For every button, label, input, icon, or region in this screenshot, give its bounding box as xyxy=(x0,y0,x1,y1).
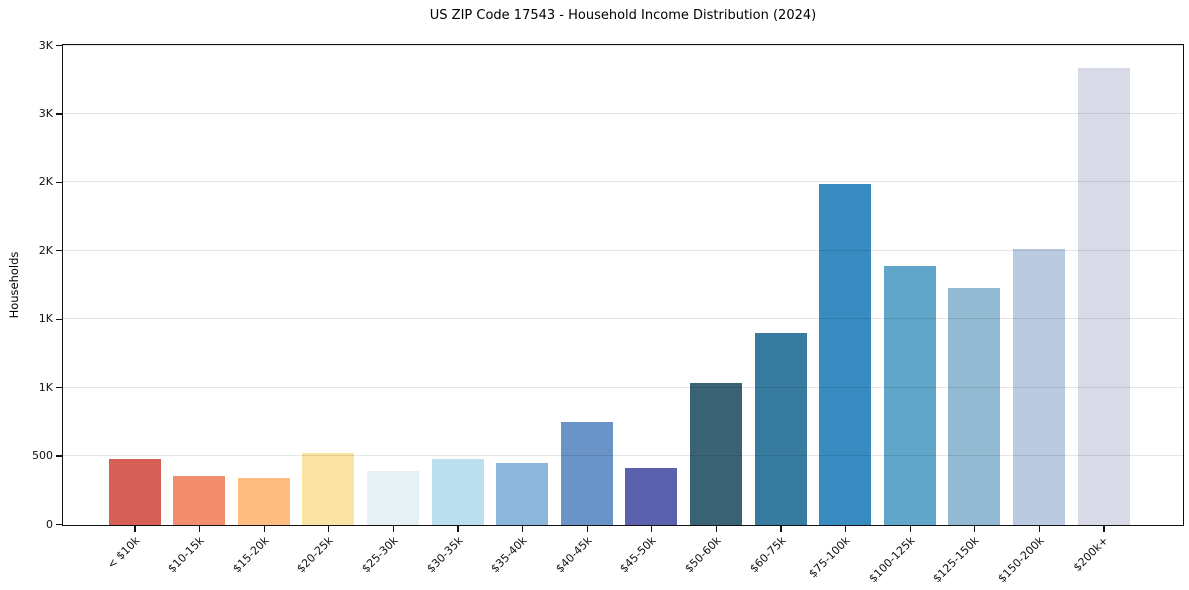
bar-$20-25k xyxy=(302,453,355,525)
y-tick xyxy=(56,455,62,457)
y-tick xyxy=(56,523,62,526)
x-tick xyxy=(1103,526,1105,532)
y-tick xyxy=(56,113,62,115)
bar-$10-15k xyxy=(173,476,226,525)
bar-$15-20k xyxy=(237,477,290,525)
x-tick-label: $40-45k xyxy=(553,534,595,576)
y-tick xyxy=(56,318,62,320)
bar-$35-40k xyxy=(496,463,549,525)
y-tick-label: 500 xyxy=(32,449,53,463)
x-tick-label: < $10k xyxy=(104,534,143,572)
x-tick-label: $35-40k xyxy=(488,534,530,576)
x-tick-label: $150-200k xyxy=(995,534,1047,586)
x-tick-label: $200k+ xyxy=(1071,534,1112,575)
y-tick-label: 0 xyxy=(46,517,53,531)
gridline xyxy=(63,386,1183,388)
x-tick-label: $75-100k xyxy=(806,534,853,581)
x-tick-label: $60-75k xyxy=(746,534,789,576)
x-tick-label: $10-15k xyxy=(165,534,207,576)
x-tick xyxy=(909,526,911,532)
x-tick xyxy=(974,526,976,532)
bar-$200k+ xyxy=(1077,67,1130,525)
bar-< $10k xyxy=(108,458,161,525)
x-tick xyxy=(1038,526,1041,532)
bar-$100-125k xyxy=(883,266,936,525)
y-tick-label: 1K xyxy=(38,380,53,394)
y-tick xyxy=(56,386,62,389)
gridline xyxy=(63,249,1183,251)
gridline xyxy=(63,318,1183,320)
x-tick xyxy=(586,526,588,532)
y-tick-label: 3K xyxy=(38,106,53,120)
gridline xyxy=(63,455,1183,457)
x-tick-label: $45-50k xyxy=(617,534,660,576)
x-tick xyxy=(715,526,718,532)
gridline xyxy=(63,112,1183,114)
bar-$150-200k xyxy=(1012,249,1065,525)
y-tick-label: 1K xyxy=(38,312,53,326)
bar-$45-50k xyxy=(625,467,678,525)
y-tick xyxy=(56,181,62,184)
x-tick xyxy=(780,526,782,532)
plot-area xyxy=(62,44,1184,526)
x-tick-label: $15-20k xyxy=(230,534,272,576)
bar-$50-60k xyxy=(689,383,742,525)
y-tick xyxy=(56,250,62,252)
x-tick-label: $100-125k xyxy=(866,534,918,586)
gridline xyxy=(63,44,1183,46)
bar-$30-35k xyxy=(431,459,484,525)
chart-title: US ZIP Code 17543 - Household Income Dis… xyxy=(429,8,817,23)
x-tick-label: $20-25k xyxy=(294,534,337,576)
x-tick xyxy=(392,526,395,532)
y-tick-label: 3K xyxy=(38,38,53,52)
x-tick xyxy=(134,526,136,532)
x-tick-label: $50-60k xyxy=(682,534,724,576)
x-tick xyxy=(263,526,265,532)
x-tick-label: $25-30k xyxy=(359,534,401,576)
bar-$25-30k xyxy=(366,470,419,525)
x-tick xyxy=(844,526,847,532)
x-tick-label: $125-150k xyxy=(930,534,983,586)
bar-$60-75k xyxy=(754,333,807,525)
x-tick-label: $30-35k xyxy=(423,534,466,576)
x-tick xyxy=(198,526,201,532)
x-tick xyxy=(651,526,653,532)
x-tick xyxy=(521,526,524,532)
x-tick xyxy=(457,526,459,532)
gridline xyxy=(63,181,1183,183)
bar-$40-45k xyxy=(560,422,613,525)
y-tick-label: 2K xyxy=(38,175,53,189)
y-axis-label: Households xyxy=(7,251,21,319)
x-tick xyxy=(328,526,330,532)
y-tick-label: 2K xyxy=(38,243,53,257)
y-tick xyxy=(56,44,62,47)
bar-$75-100k xyxy=(819,184,872,525)
bar-$125-150k xyxy=(948,288,1001,525)
